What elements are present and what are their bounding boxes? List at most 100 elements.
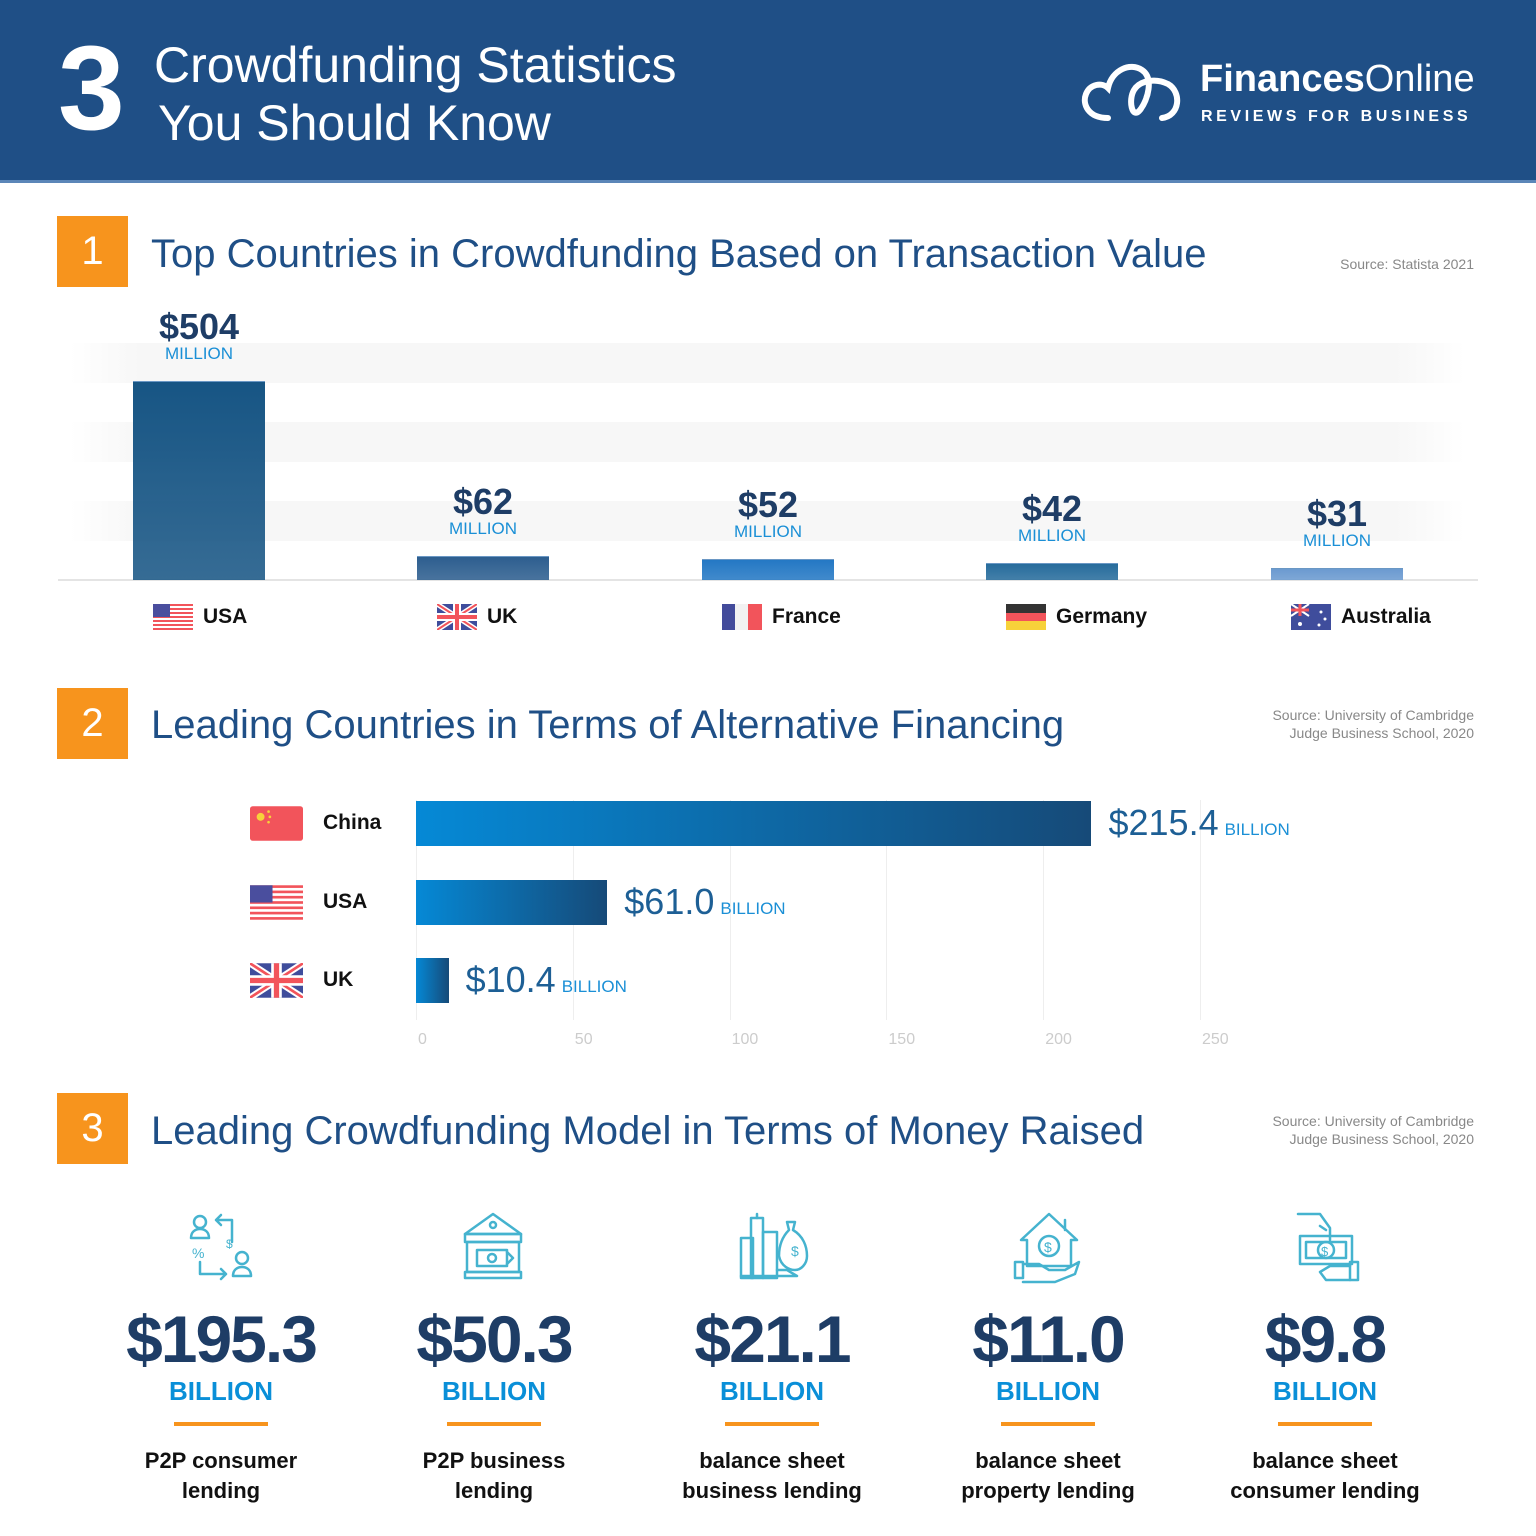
- category-label: Australia: [1291, 604, 1431, 630]
- stat-label: lending: [181, 1478, 261, 1503]
- value-text: $31: [1306, 492, 1368, 534]
- model-stat: $9.8 BILLION balance sheet consumer lending: [1195, 1306, 1455, 1506]
- bar-value-label: $504 MILLION: [99, 309, 299, 363]
- bar-value-label: $31 MILLION: [1237, 492, 1437, 550]
- category-label: France: [722, 604, 841, 630]
- value-text: $504: [158, 306, 240, 347]
- x-tick-label: 0: [418, 1031, 427, 1048]
- bank-money-icon: [459, 1212, 531, 1289]
- stat-label: balance sheet: [975, 1448, 1121, 1473]
- value-text: $42: [1021, 488, 1083, 530]
- x-tick-label: 150: [888, 1031, 916, 1048]
- logo-bold: Finances: [1200, 58, 1365, 100]
- cloud-logo-icon: [1081, 63, 1180, 121]
- stat-label: business lending: [682, 1478, 862, 1503]
- gridline: [1200, 800, 1201, 1020]
- stat-value: $9.8: [1264, 1302, 1387, 1376]
- section-1-source: Source: Statista 2021: [1340, 256, 1474, 272]
- uk-flag-icon: [248, 960, 305, 1003]
- header-number: 3: [58, 21, 125, 155]
- x-tick-label: 250: [1202, 1031, 1229, 1048]
- country-name: France: [772, 605, 841, 628]
- stat-label: property lending: [961, 1478, 1135, 1503]
- divider: [174, 1422, 268, 1426]
- value-text: $215.4: [1108, 802, 1219, 843]
- title-line-2: You Should Know: [158, 95, 551, 151]
- stat-label: lending: [454, 1478, 534, 1503]
- stat-value: $195.3: [126, 1302, 318, 1376]
- chart-band: [70, 422, 1465, 462]
- bar: [133, 381, 265, 580]
- unit-text: MILLION: [164, 344, 234, 363]
- stat-value: $50.3: [416, 1302, 573, 1376]
- value-text: $52: [737, 484, 799, 526]
- title-line-1: Crowdfunding Statistics: [154, 37, 677, 93]
- stat-unit: BILLION: [720, 1376, 824, 1406]
- chart-band: [70, 343, 1465, 383]
- bar-value-label: $61.0 BILLION: [624, 881, 785, 923]
- stat-label: balance sheet: [699, 1448, 845, 1473]
- bar-value-label: $215.4 BILLION: [1108, 802, 1289, 844]
- gridline: [729, 800, 731, 1020]
- section-1-title: Top Countries in Crowdfunding Based on T…: [151, 232, 1207, 276]
- stat-value: $21.1: [694, 1302, 851, 1376]
- stat-value: $11.0: [972, 1302, 1126, 1376]
- svg-text:$: $: [791, 1243, 799, 1259]
- usa-flag-icon: [250, 885, 303, 925]
- logo-light: Online: [1364, 58, 1475, 100]
- svg-text:$: $: [226, 1237, 233, 1251]
- stat-label: consumer lending: [1230, 1478, 1420, 1503]
- bar-value-label: $62 MILLION: [383, 480, 583, 538]
- unit-text: MILLION: [1017, 526, 1087, 546]
- section-3-number: 3: [57, 1093, 128, 1164]
- x-tick-label: 100: [731, 1031, 759, 1048]
- category-label: Germany: [1006, 604, 1147, 630]
- divider: [447, 1422, 541, 1426]
- chart-band: [70, 501, 1465, 541]
- gridline: [886, 800, 888, 1020]
- unit-text: BILLION: [561, 977, 627, 996]
- stat-unit: BILLION: [442, 1376, 546, 1406]
- unit-text: MILLION: [1302, 530, 1372, 550]
- value-text: $62: [452, 480, 514, 522]
- house-hand-icon: $: [1013, 1212, 1085, 1289]
- buildings-moneybag-icon: $: [737, 1212, 809, 1289]
- bar: [416, 880, 608, 925]
- country-name: USA: [323, 890, 368, 913]
- section-2-number: 2: [57, 688, 128, 759]
- chart-baseline: [58, 579, 1478, 581]
- usa-flag-icon: [153, 604, 193, 630]
- unit-text: MILLION: [733, 522, 803, 542]
- divider: [1001, 1422, 1095, 1426]
- stat-label: balance sheet: [1252, 1448, 1398, 1473]
- svg-text:$: $: [1321, 1244, 1329, 1259]
- country-name: UK: [487, 605, 518, 628]
- p2p-exchange-icon: $%: [186, 1212, 258, 1289]
- bar: [986, 563, 1118, 580]
- uk-flag-icon: [437, 604, 477, 630]
- france-flag-icon: [722, 604, 762, 630]
- bar: [416, 801, 1092, 846]
- section-3-source: Source: University of Cambridge Judge Bus…: [1272, 1112, 1474, 1148]
- germany-flag-icon: [1006, 604, 1046, 630]
- bar-value-label: $52 MILLION: [668, 487, 868, 541]
- country-name: UK: [323, 968, 354, 991]
- svg-text:%: %: [192, 1245, 204, 1261]
- logo-tagline: REVIEWS FOR BUSINESS: [1201, 108, 1472, 125]
- divider: [1278, 1422, 1372, 1426]
- country-name: China: [323, 811, 382, 834]
- x-tick-label: 200: [1045, 1031, 1072, 1048]
- hand-cash-icon: $: [1290, 1212, 1362, 1289]
- x-tick-label: 50: [574, 1031, 593, 1048]
- bar: [1271, 567, 1403, 580]
- stat-unit: BILLION: [996, 1376, 1100, 1406]
- model-stat: $21.1 BILLION balance sheet business lendin…: [642, 1306, 902, 1506]
- section-1-number: 1: [57, 216, 128, 287]
- model-stat: $11.0 BILLION balance sheet property lendin…: [918, 1306, 1178, 1506]
- page-title: Crowdfunding Statistics You Should Know: [154, 36, 676, 152]
- svg-text:$: $: [1044, 1239, 1052, 1255]
- section-2-source: Source: University of Cambridge Judge Bus…: [1272, 706, 1474, 742]
- header-banner: 3 Crowdfunding Statistics You Should Kno…: [0, 0, 1536, 183]
- stat-unit: BILLION: [169, 1376, 273, 1406]
- logo-wordmark: FinancesOnline: [1200, 60, 1475, 98]
